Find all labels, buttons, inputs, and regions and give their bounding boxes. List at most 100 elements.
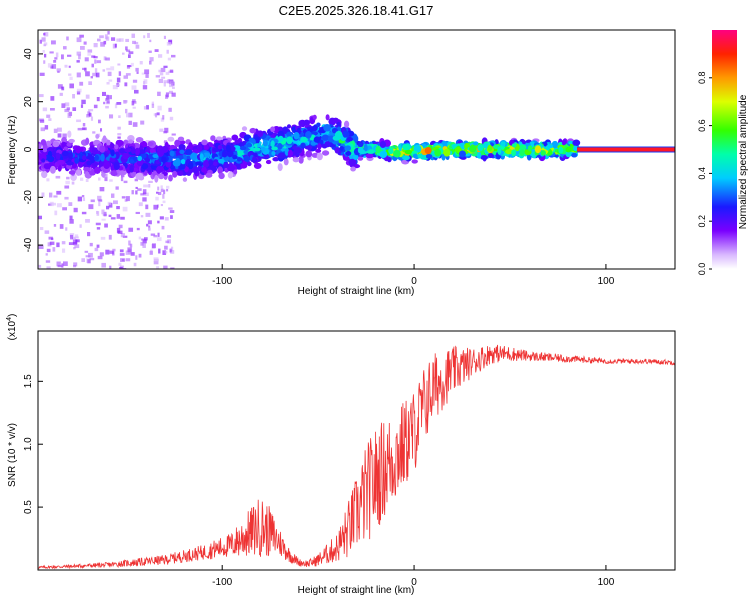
spectrogram-speckle [87, 111, 91, 116]
spectrogram-speckle [101, 209, 105, 215]
spectrogram-cell [339, 145, 344, 151]
spectrogram-speckle [133, 262, 137, 267]
spectrogram-speckle [128, 54, 131, 58]
spectrogram-speckle [103, 211, 107, 217]
colorbar-tick-label: 0.2 [697, 215, 707, 228]
spectrogram-speckle [77, 196, 83, 202]
spectrogram-x-tick-label: 100 [598, 276, 615, 287]
spectrogram-speckle [76, 88, 82, 93]
spectrogram-speckle [85, 94, 90, 99]
spectrogram-cell [106, 139, 111, 146]
spectrogram-cell [68, 138, 75, 143]
spectrogram-cell [262, 139, 268, 147]
spectrogram-speckle [84, 57, 89, 62]
spectrogram-cell [469, 144, 477, 153]
spectrogram-speckle [165, 92, 170, 98]
spectrogram-speckle [123, 75, 129, 79]
spectrogram-speckle [95, 222, 101, 226]
spectrogram-speckle [73, 207, 78, 213]
spectrogram-speckle [50, 96, 55, 101]
spectrogram-speckle [145, 73, 149, 78]
spectrogram-cell [543, 142, 548, 147]
spectrogram-cell [336, 121, 341, 128]
spectrogram-speckle [134, 178, 139, 182]
spectrogram-cell [168, 174, 173, 182]
spectrogram-speckle [99, 187, 105, 192]
spectrogram-cell [310, 131, 319, 136]
spectrogram-speckle [47, 242, 52, 247]
spectrogram-speckle [42, 50, 45, 53]
spectrogram-speckle [170, 267, 175, 269]
spectrogram-speckle [121, 196, 126, 199]
spectrogram-speckle [98, 119, 101, 124]
spectrogram-speckle [53, 60, 57, 63]
spectrogram-speckle [93, 104, 98, 109]
spectrogram-speckle [116, 38, 121, 42]
spectrogram-cell [216, 136, 223, 141]
spectrogram-speckle [117, 136, 121, 139]
spectrogram-speckle [157, 220, 160, 224]
spectrogram-speckle [44, 230, 50, 234]
spectrogram-speckle [79, 34, 84, 38]
spectrogram-cell [192, 148, 200, 154]
spectrogram-cell [572, 139, 581, 147]
spectrogram-cell [177, 136, 185, 142]
spectrogram-speckle [43, 32, 49, 37]
spectrogram-cell [519, 149, 525, 156]
spectrogram-y-tick-label: 40 [23, 48, 34, 60]
spectrogram-speckle [125, 258, 131, 262]
spectrogram-speckle [163, 65, 168, 68]
spectrogram-speckle [162, 115, 165, 120]
spectrogram-speckle [79, 81, 84, 86]
snr-x-label: Height of straight line (km) [298, 585, 415, 596]
spectrogram-speckle [64, 64, 68, 68]
spectrogram-speckle [81, 195, 85, 198]
spectrogram-speckle [117, 126, 121, 130]
spectrogram-speckle [76, 90, 81, 95]
spectrogram-speckle [142, 85, 148, 90]
spectrogram-speckle [45, 253, 48, 256]
spectrogram-cell [40, 139, 47, 146]
spectrogram-speckle [142, 243, 146, 248]
spectrogram-speckle [123, 100, 127, 104]
spectrogram-speckle [100, 236, 106, 240]
spectrogram-cell [147, 141, 154, 147]
spectrogram-speckle [132, 106, 136, 109]
spectrogram-speckle [53, 195, 58, 198]
spectrogram-cell [135, 172, 144, 180]
spectrogram-speckle [143, 184, 149, 188]
spectrogram-cell [118, 148, 126, 154]
spectrogram-speckle [108, 95, 112, 100]
spectrogram-cell [114, 144, 119, 150]
spectrogram-cell [202, 159, 210, 168]
spectrogram-cell [41, 158, 46, 163]
spectrogram-x-tick-label: -100 [212, 276, 232, 287]
spectrogram-speckle [56, 242, 60, 248]
spectrogram-cell [293, 147, 302, 154]
spectrogram-speckle [116, 102, 122, 105]
spectrogram-speckle [122, 235, 128, 238]
spectrogram-cell [134, 147, 140, 156]
spectrogram-cell [350, 166, 356, 172]
spectrogram-speckle [148, 50, 152, 53]
spectrogram-speckle [131, 33, 136, 38]
spectrogram-x-axis: -100 0 100 [212, 264, 615, 287]
spectrogram-cell [379, 141, 387, 148]
spectrogram-cell [283, 158, 289, 166]
spectrogram-speckle [143, 79, 148, 84]
spectrogram-cell [85, 137, 90, 145]
spectrogram-speckle [118, 38, 124, 42]
spectrogram-cell [547, 148, 553, 156]
spectrogram-cell [277, 143, 283, 150]
spectrogram-speckle [170, 250, 175, 254]
spectrogram-speckle [97, 255, 103, 260]
spectrogram-speckle [59, 92, 63, 96]
spectrogram-speckle [117, 230, 123, 234]
spectrogram-speckle [162, 250, 167, 255]
spectrogram-speckle [63, 261, 68, 267]
spectrogram-speckle [126, 49, 131, 52]
spectrogram-speckle [157, 191, 162, 196]
spectrogram-x-label: Height of straight line (km) [298, 286, 415, 297]
spectrogram-speckle [62, 207, 68, 211]
spectrogram-speckle [93, 56, 98, 59]
